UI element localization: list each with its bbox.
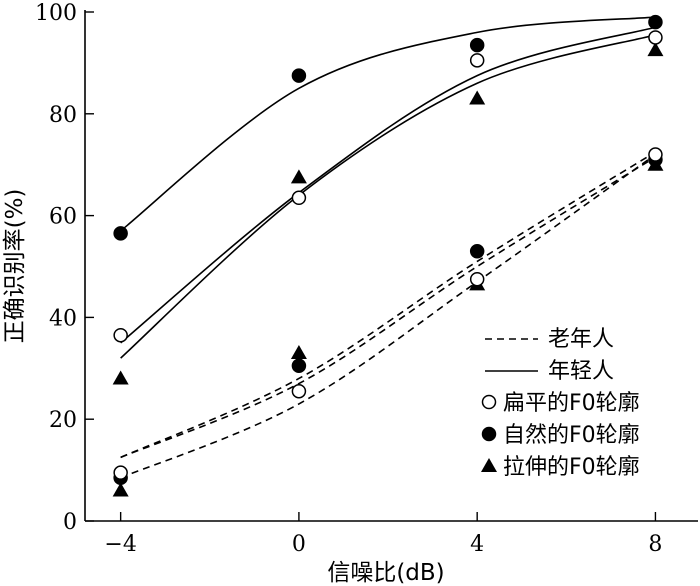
- data-point-flat: [469, 53, 485, 68]
- legend-label: 老年人: [548, 327, 614, 352]
- fit-curve-younger: [120, 34, 656, 359]
- legend-triangle-marker: [481, 458, 497, 472]
- data-point-natural: [113, 226, 128, 241]
- legend-entry: 扁平的F0轮廓: [481, 391, 640, 416]
- y-tick-label: 80: [49, 103, 77, 128]
- legend-filled-circle-marker: [481, 426, 497, 442]
- data-point-flat: [113, 465, 128, 480]
- data-point-stretched: [647, 42, 664, 57]
- y-tick-label: 40: [49, 306, 77, 331]
- data-point-flat: [469, 271, 485, 287]
- fit-curve-older: [120, 153, 656, 479]
- data-point-natural: [291, 68, 307, 83]
- data-point-stretched: [469, 90, 486, 105]
- x-axis-title: 信噪比(dB): [327, 560, 444, 586]
- data-point-natural: [469, 37, 485, 53]
- legend-label: 拉伸的F0轮廓: [503, 455, 640, 480]
- y-axis-title: 正确识别率(%): [2, 189, 28, 344]
- x-tick-label: 8: [648, 532, 662, 557]
- x-tick-label: −4: [104, 532, 136, 557]
- data-point-stretched: [290, 169, 307, 184]
- legend-entry: 老年人: [485, 327, 614, 352]
- data-point-flat: [113, 327, 128, 343]
- data-point-stretched: [112, 482, 129, 497]
- data-point-natural: [469, 243, 485, 259]
- data-point-natural: [648, 14, 663, 30]
- data-point-flat: [648, 147, 663, 162]
- x-tick-label: 4: [470, 532, 484, 557]
- fit-curve-older: [120, 156, 656, 459]
- data-point-natural: [291, 358, 307, 374]
- y-tick-label: 20: [49, 408, 77, 433]
- data-point-stretched: [290, 345, 307, 360]
- y-tick-label: 100: [35, 1, 77, 26]
- data-point-flat: [648, 30, 663, 45]
- data-point-stretched: [647, 156, 664, 171]
- legend-open-circle-marker: [481, 394, 497, 410]
- fit-curve-older: [120, 151, 656, 459]
- y-tick-label: 60: [49, 205, 77, 230]
- x-tick-label: 0: [292, 532, 306, 557]
- legend-label: 扁平的F0轮廓: [503, 391, 640, 416]
- legend-label: 年轻人: [548, 359, 614, 384]
- legend-entry: 年轻人: [485, 359, 614, 384]
- fit-curve-younger: [120, 16, 656, 232]
- data-point-flat: [291, 383, 307, 399]
- data-point-stretched: [112, 370, 129, 385]
- legend-label: 自然的F0轮廓: [503, 423, 640, 448]
- fit-curve-younger: [120, 26, 656, 344]
- legend-entry: 拉伸的F0轮廓: [481, 455, 640, 480]
- data-point-flat: [291, 190, 307, 206]
- y-tick-label: 0: [63, 510, 77, 535]
- legend-entry: 自然的F0轮廓: [481, 423, 640, 448]
